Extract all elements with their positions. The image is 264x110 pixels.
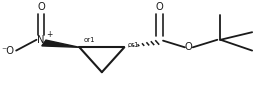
Text: O: O [185,42,193,52]
Text: N: N [37,35,45,45]
Text: O: O [156,2,164,12]
Text: or1: or1 [83,37,95,43]
Polygon shape [42,40,79,47]
Text: O: O [37,2,45,12]
Text: or1: or1 [128,42,139,48]
Text: +: + [46,30,52,39]
Text: ⁻O: ⁻O [2,46,15,56]
